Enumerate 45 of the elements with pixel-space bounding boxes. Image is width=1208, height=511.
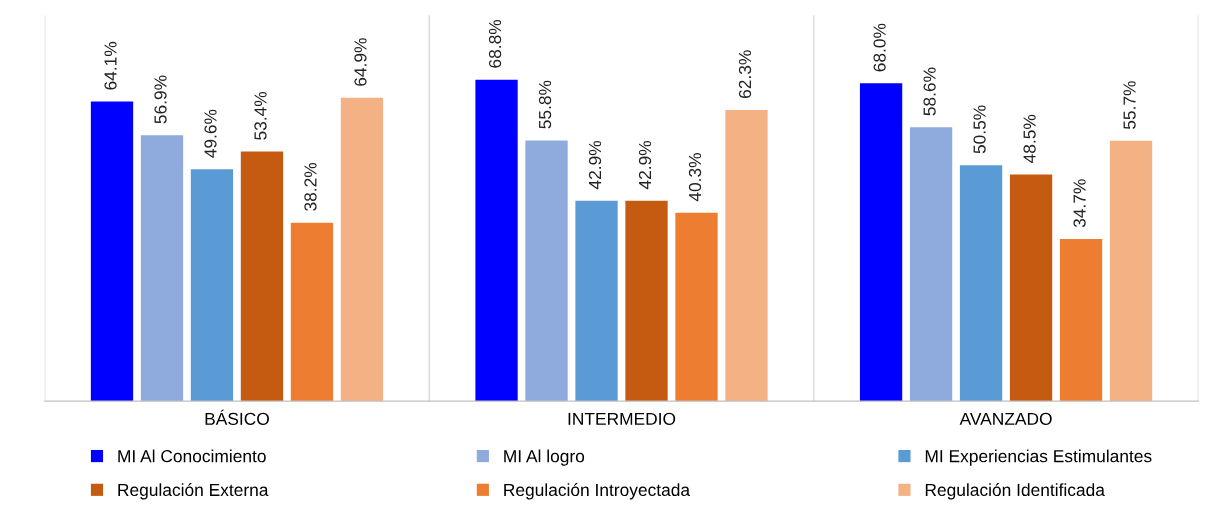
bar <box>909 127 953 402</box>
data-label: 42.9% <box>638 140 652 190</box>
data-label: 53.4% <box>254 91 267 140</box>
bar <box>1009 174 1053 402</box>
data-label: 55.7% <box>1123 81 1136 130</box>
bar <box>290 222 334 402</box>
data-label: 38.2% <box>304 162 317 211</box>
bar <box>575 200 618 402</box>
legend-label: Regulación Externa <box>118 483 269 500</box>
bar <box>240 151 284 402</box>
x-tick-label: BÁSICO <box>205 409 269 425</box>
x-tick-label: INTERMEDIO <box>568 412 676 425</box>
bar <box>1059 238 1103 402</box>
data-label: 42.9% <box>588 140 602 190</box>
legend-label: MI Al logro <box>504 449 585 466</box>
bar <box>190 169 234 402</box>
bar <box>340 97 384 402</box>
bar <box>725 110 768 402</box>
data-label: 64.1% <box>104 41 117 90</box>
data-label: 58.6% <box>923 67 936 116</box>
bar <box>859 83 903 402</box>
bar <box>140 135 184 402</box>
bar <box>625 200 668 402</box>
data-label: 68.0% <box>873 23 886 72</box>
data-label: 55.8% <box>538 80 552 129</box>
data-label: 56.9% <box>154 75 167 124</box>
legend-label: Regulación Introyectada <box>504 483 691 500</box>
legend-label: MI Al Conocimiento <box>118 449 266 463</box>
data-label: 40.3% <box>688 153 702 202</box>
data-label: 68.8% <box>488 19 502 68</box>
bar <box>959 165 1003 402</box>
bar <box>475 79 518 402</box>
bar <box>1109 140 1153 402</box>
data-label: 34.7% <box>1073 179 1086 228</box>
x-tick-label: AVANZADO <box>959 412 1052 425</box>
bar <box>90 101 134 402</box>
data-label: 48.5% <box>1023 114 1036 163</box>
data-label: 49.6% <box>204 109 217 158</box>
legend-label: MI Experiencias Estimulantes <box>925 449 1152 466</box>
data-label: 62.3% <box>738 50 752 99</box>
bar <box>675 212 718 402</box>
legend-label: Regulación Identificada <box>925 483 1105 500</box>
bar <box>525 140 568 402</box>
data-label: 50.5% <box>973 105 986 154</box>
data-label: 64.9% <box>354 38 367 86</box>
